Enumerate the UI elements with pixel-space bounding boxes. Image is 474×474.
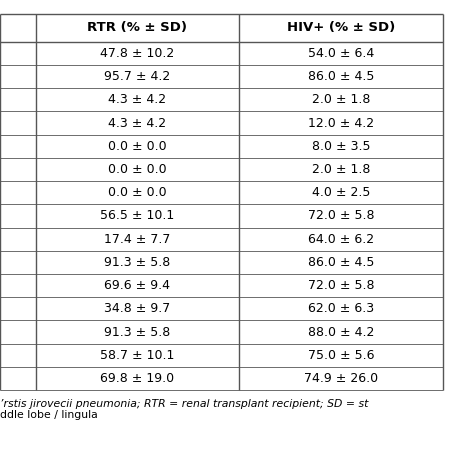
Text: 17.4 ± 7.7: 17.4 ± 7.7 xyxy=(104,233,171,246)
Text: 75.0 ± 5.6: 75.0 ± 5.6 xyxy=(308,349,374,362)
Text: 64.0 ± 6.2: 64.0 ± 6.2 xyxy=(308,233,374,246)
Text: 0.0 ± 0.0: 0.0 ± 0.0 xyxy=(108,163,167,176)
Text: HIV+ (% ± SD): HIV+ (% ± SD) xyxy=(287,21,395,35)
Text: 62.0 ± 6.3: 62.0 ± 6.3 xyxy=(308,302,374,315)
Text: 34.8 ± 9.7: 34.8 ± 9.7 xyxy=(104,302,171,315)
Text: 12.0 ± 4.2: 12.0 ± 4.2 xyxy=(308,117,374,129)
Text: ’rstis jirovecii pneumonia; RTR = renal transplant recipient; SD = st: ’rstis jirovecii pneumonia; RTR = renal … xyxy=(0,399,368,409)
Text: 2.0 ± 1.8: 2.0 ± 1.8 xyxy=(312,163,371,176)
Text: 4.3 ± 4.2: 4.3 ± 4.2 xyxy=(109,93,166,106)
Text: 0.0 ± 0.0: 0.0 ± 0.0 xyxy=(108,186,167,199)
Text: 4.0 ± 2.5: 4.0 ± 2.5 xyxy=(312,186,371,199)
Text: 4.3 ± 4.2: 4.3 ± 4.2 xyxy=(109,117,166,129)
Text: 91.3 ± 5.8: 91.3 ± 5.8 xyxy=(104,326,171,338)
Text: 0.0 ± 0.0: 0.0 ± 0.0 xyxy=(108,140,167,153)
Text: 72.0 ± 5.8: 72.0 ± 5.8 xyxy=(308,279,374,292)
Text: 8.0 ± 3.5: 8.0 ± 3.5 xyxy=(312,140,371,153)
Text: 74.9 ± 26.0: 74.9 ± 26.0 xyxy=(304,372,378,385)
Text: 91.3 ± 5.8: 91.3 ± 5.8 xyxy=(104,256,171,269)
Text: 56.5 ± 10.1: 56.5 ± 10.1 xyxy=(100,210,174,222)
Text: 86.0 ± 4.5: 86.0 ± 4.5 xyxy=(308,70,374,83)
Text: ddle lobe / lingula: ddle lobe / lingula xyxy=(0,410,98,420)
Text: 58.7 ± 10.1: 58.7 ± 10.1 xyxy=(100,349,174,362)
Text: 2.0 ± 1.8: 2.0 ± 1.8 xyxy=(312,93,371,106)
Text: 47.8 ± 10.2: 47.8 ± 10.2 xyxy=(100,47,174,60)
Text: 86.0 ± 4.5: 86.0 ± 4.5 xyxy=(308,256,374,269)
Text: 54.0 ± 6.4: 54.0 ± 6.4 xyxy=(308,47,374,60)
Text: 72.0 ± 5.8: 72.0 ± 5.8 xyxy=(308,210,374,222)
Text: 88.0 ± 4.2: 88.0 ± 4.2 xyxy=(308,326,374,338)
Text: 95.7 ± 4.2: 95.7 ± 4.2 xyxy=(104,70,171,83)
Text: RTR (% ± SD): RTR (% ± SD) xyxy=(88,21,187,35)
Text: 69.6 ± 9.4: 69.6 ± 9.4 xyxy=(104,279,171,292)
Text: 69.8 ± 19.0: 69.8 ± 19.0 xyxy=(100,372,174,385)
